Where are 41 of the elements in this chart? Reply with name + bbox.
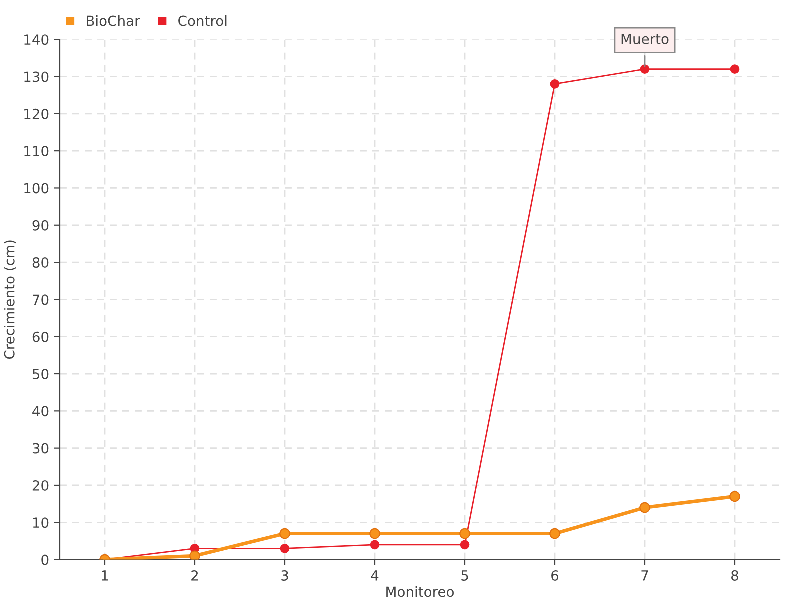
x-tick-label: 2 [192,570,198,581]
x-tick-label: 6 [552,570,559,581]
y-tick-label: 30 [32,443,49,454]
y-tick-label: 0 [42,554,49,566]
point [550,528,560,540]
point [640,64,650,74]
y-tick-label: 120 [24,108,49,120]
y-tick-label: 140 [24,34,49,46]
x-tick-label: 3 [282,570,288,581]
y-tick-label: 90 [32,220,49,231]
point [460,528,470,540]
point [550,80,560,89]
y-tick-label: 60 [32,332,49,342]
legend-label: BioChar [87,16,140,26]
x-tick-label: 4 [371,570,379,581]
y-tick-label: 10 [33,518,49,528]
point [280,528,290,540]
point [730,64,740,74]
point [370,540,380,550]
point [640,502,650,514]
y-tick-label: 70 [33,294,49,306]
point [190,550,200,560]
x-tick-label: 1 [102,570,108,581]
point [730,491,740,502]
point [280,544,290,554]
y-tick-label: 110 [24,146,49,157]
x-axis-title: Monitoreo [386,586,454,598]
y-tick-label: 100 [24,183,49,194]
x-tick-label: 5 [462,570,468,581]
y-tick-label: 40 [32,406,49,417]
point [460,540,470,550]
legend-label: Control [178,16,227,26]
y-axis-title: Crecimiento (cm) [4,240,16,360]
x-tick-label: 7 [642,570,648,581]
y-tick-label: 20 [32,480,49,491]
y-tick-label: 130 [24,72,49,82]
y-tick-label: 50 [32,368,49,380]
annotation: Muerto [622,34,669,44]
point [370,528,380,540]
x-tick-label: 8 [732,570,738,581]
y-tick-label: 80 [32,258,49,268]
